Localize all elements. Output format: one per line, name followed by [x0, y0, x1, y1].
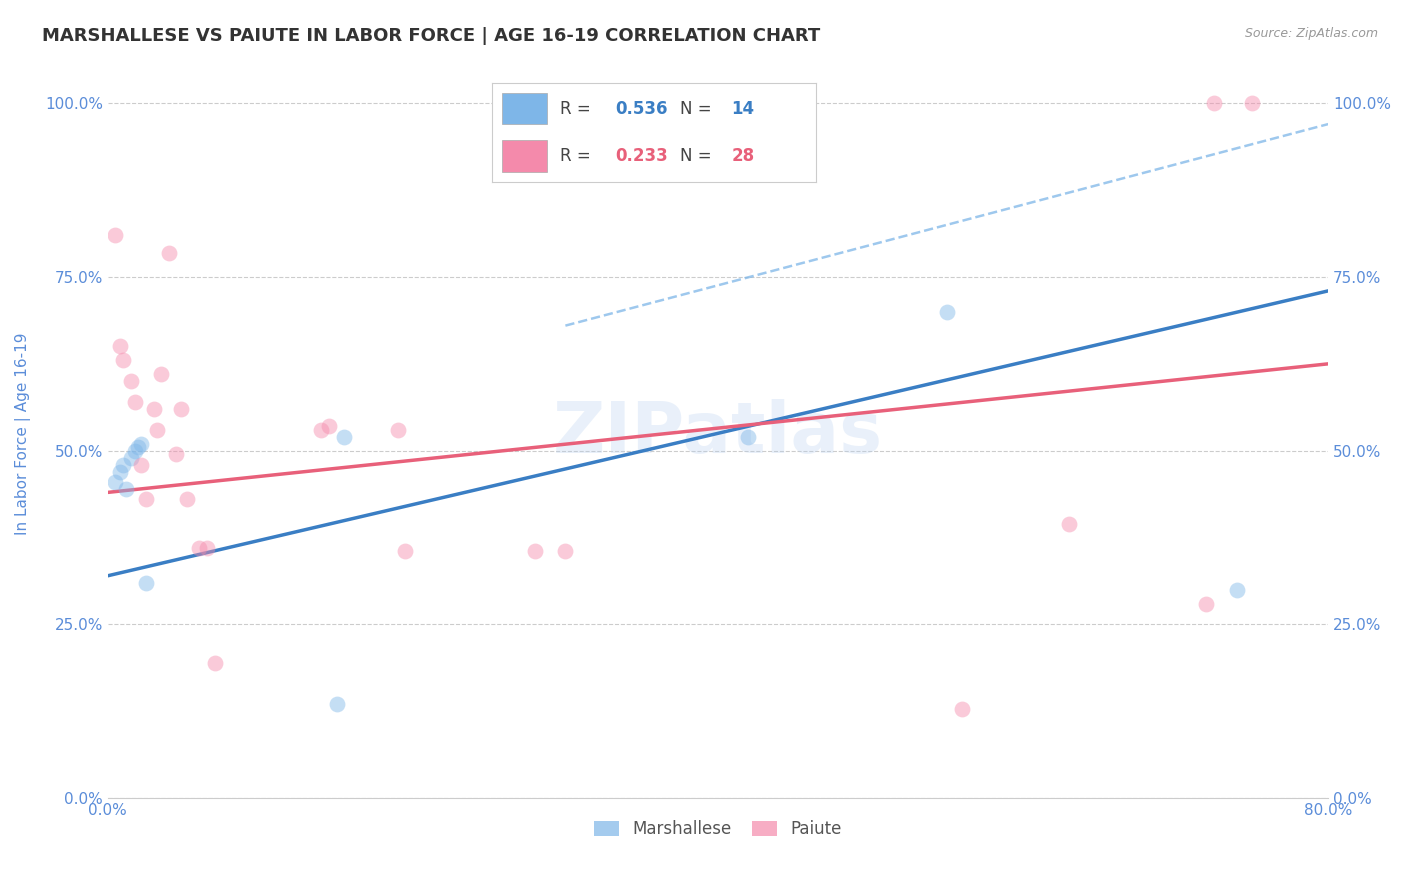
Point: [195, 541, 218, 555]
Point: [131, 458, 153, 472]
Point: [318, 419, 340, 434]
Point: [115, 482, 138, 496]
Point: [124, 443, 146, 458]
Point: [111, 353, 134, 368]
Point: [325, 698, 347, 712]
Point: [142, 402, 165, 417]
Point: [1195, 597, 1218, 611]
Point: [1240, 96, 1263, 111]
Text: MARSHALLESE VS PAIUTE IN LABOR FORCE | AGE 16-19 CORRELATION CHART: MARSHALLESE VS PAIUTE IN LABOR FORCE | A…: [42, 27, 821, 45]
Point: [135, 575, 157, 590]
Point: [150, 368, 173, 382]
Point: [120, 450, 142, 465]
Point: [176, 492, 198, 507]
Point: [523, 544, 546, 558]
Point: [387, 423, 409, 437]
Point: [145, 423, 167, 437]
Point: [1202, 96, 1225, 111]
Point: [104, 228, 127, 243]
Text: Source: ZipAtlas.com: Source: ZipAtlas.com: [1244, 27, 1378, 40]
Point: [1226, 582, 1249, 597]
Point: [394, 544, 416, 558]
Point: [108, 465, 131, 479]
Point: [135, 492, 157, 507]
Point: [554, 544, 576, 558]
Point: [131, 436, 153, 450]
Point: [204, 656, 226, 670]
Point: [108, 339, 131, 353]
Point: [935, 304, 957, 318]
Point: [1057, 516, 1080, 531]
Point: [165, 447, 187, 461]
Y-axis label: In Labor Force | Age 16-19: In Labor Force | Age 16-19: [15, 332, 31, 534]
Point: [188, 541, 211, 555]
Point: [950, 702, 973, 716]
Point: [124, 395, 146, 409]
Point: [157, 245, 180, 260]
Point: [111, 458, 134, 472]
Point: [311, 423, 333, 437]
Point: [127, 440, 149, 454]
Point: [170, 402, 193, 417]
Point: [120, 374, 142, 388]
Point: [737, 430, 759, 444]
Point: [104, 475, 127, 489]
Point: [333, 430, 356, 444]
Legend: Marshallese, Paiute: Marshallese, Paiute: [588, 814, 848, 845]
Text: ZIPatlas: ZIPatlas: [553, 399, 883, 467]
